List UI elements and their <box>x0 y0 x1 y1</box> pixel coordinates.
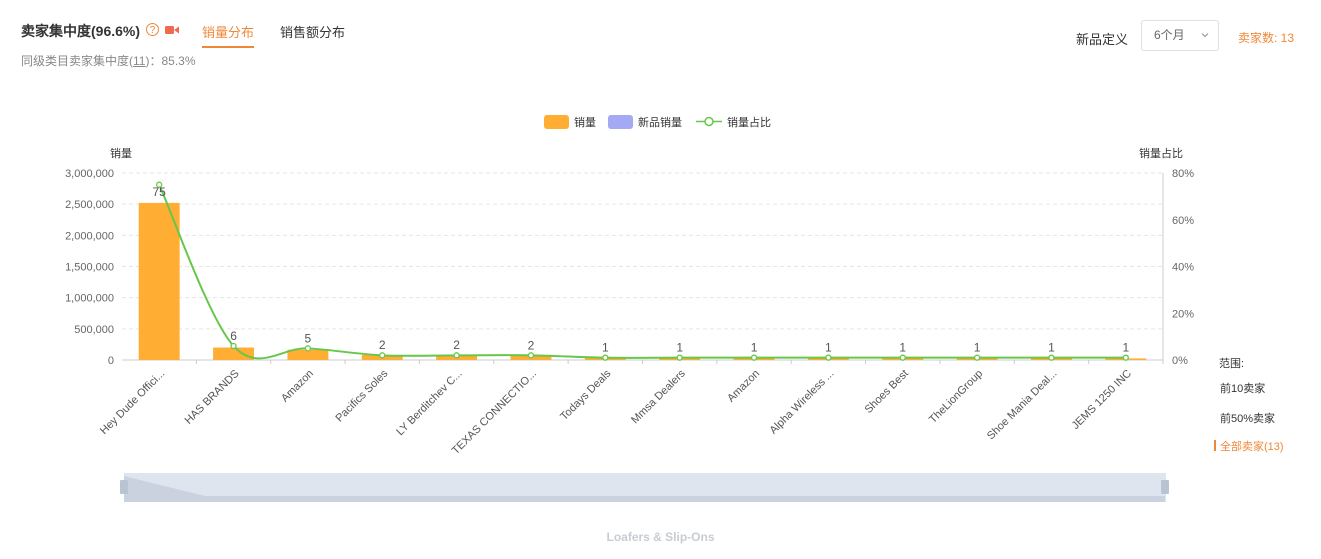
ratio-point[interactable] <box>899 354 906 361</box>
legend-swatch-new-sales <box>608 115 633 129</box>
data-label: 1 <box>825 341 832 355</box>
ratio-line <box>158 184 1126 360</box>
data-label: 2 <box>453 338 460 352</box>
x-tick-label: Amazon <box>279 368 316 405</box>
x-tick-label: TheLionGroup <box>927 368 985 426</box>
data-label: 1 <box>1122 341 1129 355</box>
x-tick-label: Mmsa Dealers <box>629 367 688 426</box>
ratio-point[interactable] <box>230 342 237 350</box>
y-left-tick-label: 1,000,000 <box>65 293 114 305</box>
legend-label-ratio[interactable]: 销量占比 <box>727 115 771 129</box>
ratio-point[interactable] <box>379 352 386 359</box>
chart-legend[interactable]: 销量 新品销量 销量占比 <box>544 115 771 129</box>
x-tick-label: HAS BRANDS <box>183 368 242 427</box>
peer-suffix: )：85.3% <box>145 54 196 68</box>
range-option-top50pct[interactable]: 前50%卖家 <box>1220 413 1276 425</box>
data-label: 1 <box>602 341 609 355</box>
ratio-point[interactable] <box>1122 354 1129 361</box>
zoom-slider-preview <box>124 476 1165 502</box>
x-tick-label: JEMS 1250 INC <box>1070 368 1134 432</box>
ratio-point[interactable] <box>825 354 832 361</box>
category-label: Loafers & Slip-Ons <box>606 530 715 544</box>
page-title: 卖家集中度(96.6%) <box>21 23 141 39</box>
y-left-tick-label: 2,000,000 <box>65 230 114 242</box>
range-option-all[interactable]: 全部卖家(13) <box>1214 438 1284 454</box>
data-label: 5 <box>305 331 312 345</box>
data-label: 1 <box>974 341 981 355</box>
ratio-point[interactable] <box>304 345 312 352</box>
legend-swatch-sales <box>544 115 569 129</box>
y-axis-left-title: 销量 <box>110 146 132 160</box>
data-label: 1 <box>676 341 683 355</box>
peer-count-link[interactable]: 11 <box>133 54 146 68</box>
period-select[interactable]: 6个月 <box>1141 20 1219 51</box>
question-circle-icon[interactable]: ? <box>146 23 159 36</box>
ratio-point[interactable] <box>527 352 535 359</box>
data-label: 2 <box>379 338 386 352</box>
x-tick-label: TEXAS CONNECTIO... <box>450 368 539 457</box>
ratio-point[interactable] <box>156 181 163 188</box>
peer-concentration-text: 同级类目卖家集中度(11)：85.3% <box>21 52 196 69</box>
data-label: 1 <box>1048 341 1055 355</box>
y-left-tick-label: 500,000 <box>74 324 114 336</box>
range-option-top10[interactable]: 前10卖家 <box>1220 383 1266 395</box>
period-select-value: 6个月 <box>1154 28 1185 42</box>
y-left-tick-label: 3,000,000 <box>65 168 114 180</box>
x-tick-label: Todays Deals <box>558 367 614 423</box>
ratio-point[interactable] <box>453 352 460 359</box>
data-label: 1 <box>751 341 758 355</box>
legend-label-sales[interactable]: 销量 <box>574 115 596 129</box>
zoom-handle-left[interactable] <box>120 480 128 494</box>
x-tick-label: LY Berditchev C... <box>394 368 464 438</box>
zoom-slider[interactable] <box>120 473 1169 502</box>
y-axis-right-title: 销量占比 <box>1139 146 1183 160</box>
y-right-tick-label: 60% <box>1172 215 1194 227</box>
y-left-tick-label: 2,500,000 <box>65 199 114 211</box>
y-right-tick-label: 20% <box>1172 308 1194 320</box>
x-tick-label: Alpha Wireless ... <box>768 368 837 437</box>
y-left-tick-label: 0 <box>108 355 114 367</box>
y-left-tick-label: 1,500,000 <box>65 262 114 274</box>
x-tick-label: Pacifics Soles <box>333 367 390 424</box>
tab-sales-amount[interactable]: 销售额分布 <box>280 25 346 40</box>
legend-marker-ratio <box>704 116 714 127</box>
video-camera-icon[interactable] <box>165 25 179 35</box>
x-tick-label: Shoe Mania Deal... <box>985 368 1060 443</box>
data-label: 75 <box>152 185 166 199</box>
x-tick-label: Hey Dude Offici... <box>98 368 167 437</box>
data-label: 1 <box>899 341 906 355</box>
ratio-point[interactable] <box>1048 354 1055 361</box>
bar-sales[interactable] <box>138 202 180 360</box>
ratio-point[interactable] <box>973 354 981 361</box>
y-right-tick-label: 80% <box>1172 168 1194 180</box>
ratio-point[interactable] <box>676 354 683 361</box>
ratio-point[interactable] <box>602 354 609 361</box>
bar-sales[interactable] <box>213 347 254 360</box>
chevron-down-icon <box>1201 33 1209 38</box>
ratio-point[interactable] <box>750 354 758 361</box>
legend-label-new-sales[interactable]: 新品销量 <box>638 115 682 129</box>
x-tick-label: Shoes Best <box>863 368 911 416</box>
bar-sales[interactable] <box>287 349 329 360</box>
new-product-definition-label: 新品定义 <box>1076 32 1129 47</box>
peer-prefix: 同级类目卖家集中度( <box>21 54 133 68</box>
data-label: 6 <box>230 329 237 343</box>
y-right-tick-label: 0% <box>1172 355 1188 367</box>
zoom-handle-right[interactable] <box>1161 480 1169 494</box>
data-label: 2 <box>528 338 535 352</box>
seller-count: 卖家数: 13 <box>1238 31 1295 45</box>
x-tick-label: Amazon <box>725 368 762 405</box>
y-right-tick-label: 40% <box>1172 262 1194 274</box>
range-title: 范围: <box>1219 358 1245 370</box>
tab-sales-volume[interactable]: 销量分布 <box>202 22 255 48</box>
